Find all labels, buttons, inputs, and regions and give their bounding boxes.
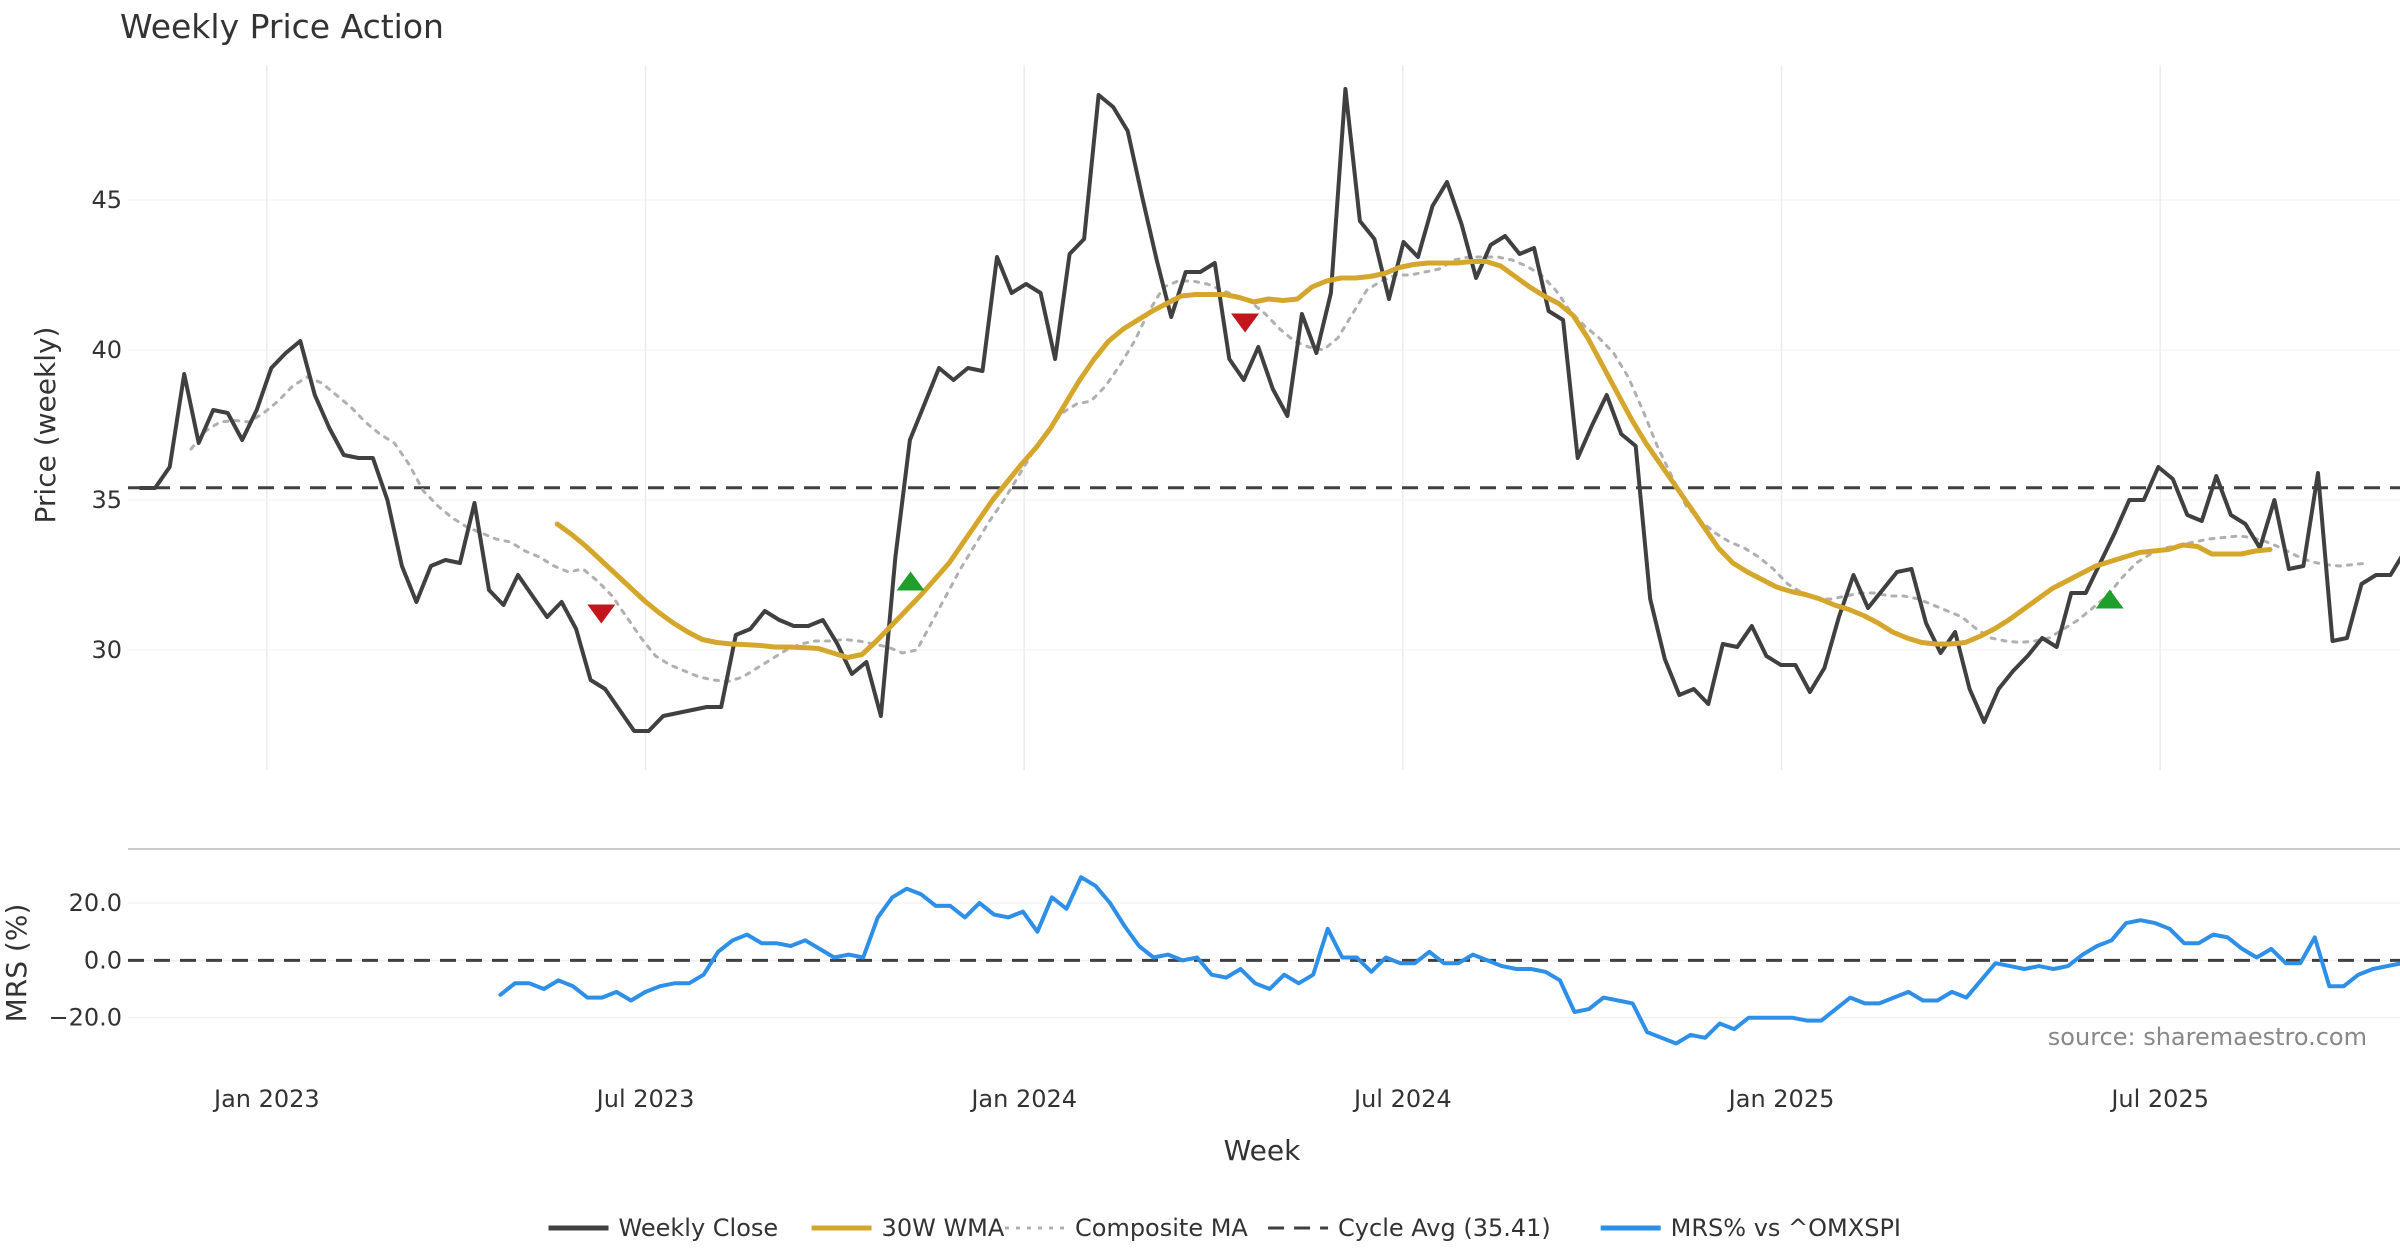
- x-tick-label: Jul 2025: [2109, 1085, 2209, 1113]
- x-ticks: Jan 2023 Jul 2023 Jan 2024 Jul 2024 Jan 2025…: [212, 1085, 2209, 1113]
- price-series: [128, 87, 2400, 733]
- mrs-y-tick-label: 0.0: [84, 946, 122, 974]
- legend-label: Composite MA: [1075, 1214, 1248, 1242]
- sell-signal-marker: [1231, 313, 1260, 333]
- price-y-tick-label: 40: [91, 336, 122, 364]
- price-panel-gridlines: [128, 65, 2400, 770]
- legend-label: MRS% vs ^OMXSPI: [1671, 1214, 1901, 1242]
- legend: Weekly Close 30W WMA Composite MA Cycle Avg…: [548, 1214, 1901, 1242]
- price-y-axis-label: Price (weekly): [29, 327, 62, 524]
- weekly-close-line: [138, 87, 2400, 733]
- price-y-tick-label: 30: [91, 636, 122, 664]
- chart-title: Weekly Price Action: [120, 7, 444, 46]
- x-axis-label: Week: [1224, 1134, 1301, 1167]
- mrs-vs-omxspi-line: [498, 875, 2400, 1046]
- x-tick-label: Jan 2024: [969, 1085, 1077, 1113]
- mrs-y-ticks: 20.0 0.0 −20.0: [48, 889, 122, 1032]
- x-tick-label: Jan 2025: [1727, 1085, 1835, 1113]
- sell-signal-marker: [587, 604, 616, 624]
- signal-markers: [587, 313, 2124, 624]
- x-tick-label: Jan 2023: [212, 1085, 320, 1113]
- x-tick-label: Jul 2024: [1352, 1085, 1452, 1113]
- price-y-ticks: 30 35 40 45: [91, 186, 122, 664]
- legend-label: Cycle Avg (35.41): [1338, 1214, 1551, 1242]
- mrs-y-tick-label: −20.0: [48, 1004, 122, 1032]
- buy-signal-marker: [2095, 589, 2124, 609]
- legend-label: Weekly Close: [619, 1214, 779, 1242]
- mrs-y-tick-label: 20.0: [69, 889, 122, 917]
- price-y-tick-label: 45: [91, 186, 122, 214]
- mrs-series: [128, 875, 2400, 1046]
- buy-signal-marker: [896, 571, 925, 591]
- x-tick-label: Jul 2023: [595, 1085, 695, 1113]
- 30w-wma-line: [554, 259, 2273, 660]
- mrs-y-axis-label: MRS (%): [0, 904, 33, 1023]
- price-y-tick-label: 35: [91, 486, 122, 514]
- source-annotation: source: sharemaestro.com: [2048, 1023, 2367, 1051]
- legend-label: 30W WMA: [882, 1214, 1005, 1242]
- composite-ma-line: [189, 255, 2370, 683]
